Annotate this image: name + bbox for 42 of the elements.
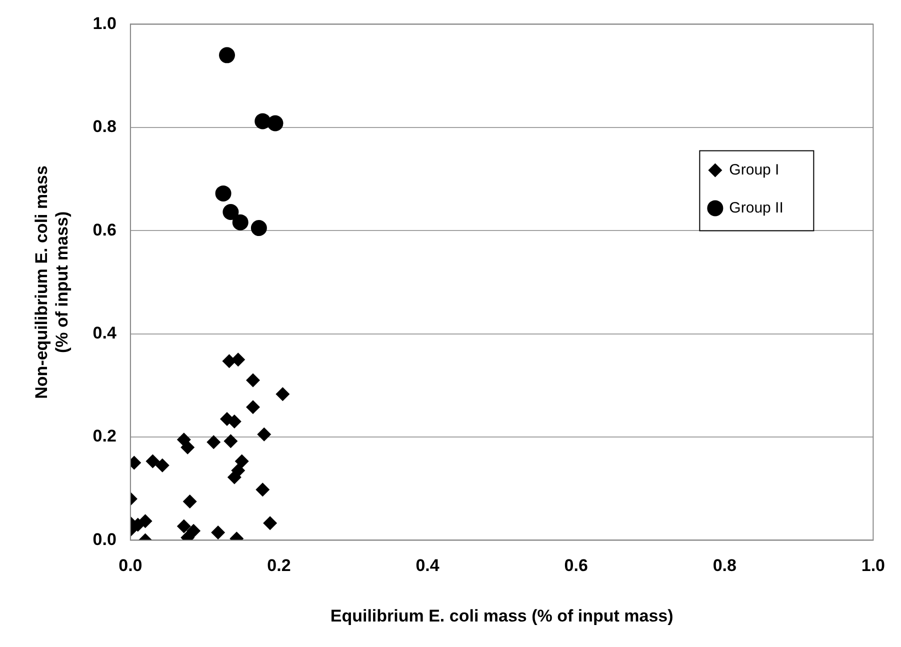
point bbox=[257, 427, 272, 442]
point bbox=[232, 214, 248, 230]
y-axis-title: Non-equilibrium E. coli mass (% of input mass) bbox=[32, 166, 72, 399]
point bbox=[263, 516, 278, 530]
x-tick-label: 0.4 bbox=[416, 556, 440, 576]
point bbox=[246, 373, 260, 388]
y-tick-label: 0.6 bbox=[92, 220, 116, 240]
point bbox=[211, 525, 226, 540]
point bbox=[155, 458, 170, 472]
point bbox=[138, 514, 152, 528]
y-tick-label: 0.8 bbox=[92, 117, 116, 136]
point bbox=[231, 352, 246, 367]
point bbox=[180, 440, 195, 454]
x-tick-label: 0.0 bbox=[118, 556, 142, 576]
point bbox=[246, 400, 260, 414]
point bbox=[182, 494, 197, 508]
y-tick-label: 0.2 bbox=[92, 426, 116, 446]
point bbox=[267, 115, 284, 132]
point bbox=[250, 220, 267, 236]
point bbox=[224, 434, 238, 448]
x-tick-label: 0.2 bbox=[267, 556, 291, 576]
legend-label: Group I bbox=[729, 161, 780, 178]
point bbox=[176, 519, 191, 534]
point bbox=[254, 113, 271, 130]
x-axis-title: Equilibrium E. coli mass (% of input mass) bbox=[330, 606, 674, 626]
point bbox=[186, 524, 201, 538]
point bbox=[234, 454, 249, 468]
point bbox=[256, 482, 270, 497]
y-tick-label: 0.4 bbox=[92, 323, 117, 342]
point bbox=[218, 47, 235, 64]
x-tick-label: 0.6 bbox=[564, 556, 588, 576]
legend-label: Group II bbox=[729, 199, 784, 216]
x-tick-label: 0.8 bbox=[712, 556, 736, 576]
point bbox=[206, 435, 221, 450]
point bbox=[146, 454, 160, 468]
point bbox=[222, 204, 239, 220]
y-tick-label: 0.0 bbox=[92, 530, 116, 549]
point bbox=[231, 464, 246, 478]
x-tick-label: 1.0 bbox=[861, 556, 886, 576]
point bbox=[276, 387, 290, 402]
point bbox=[215, 185, 232, 202]
y-tick-label: 1.0 bbox=[92, 14, 116, 33]
